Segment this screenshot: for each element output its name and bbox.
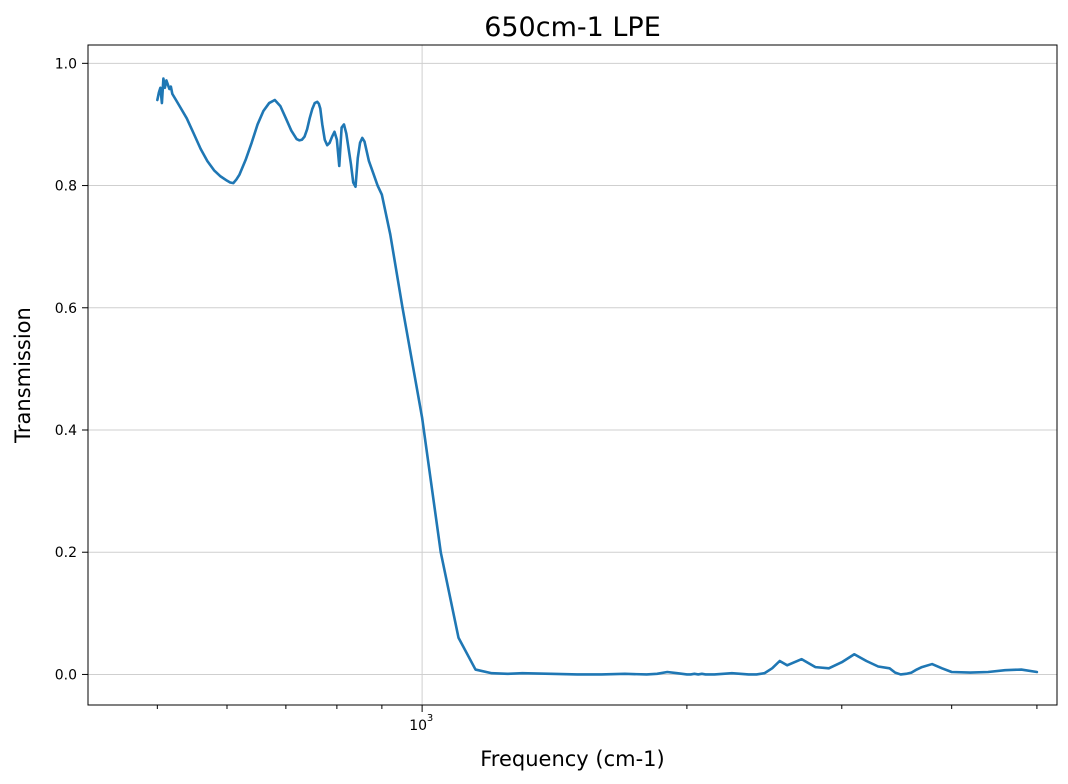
y-tick-label: 0.4 [55, 423, 77, 439]
y-tick-label: 0.6 [55, 301, 77, 317]
y-tick-label: 0.0 [55, 667, 77, 683]
plot-area [88, 45, 1057, 705]
y-tick-label: 1.0 [55, 56, 77, 72]
x-tick-label: 10 [409, 718, 427, 734]
y-tick-label: 0.2 [55, 545, 77, 561]
x-axis-label: Frequency (cm-1) [480, 747, 665, 771]
y-axis-label: Transmission [11, 307, 35, 444]
plot-frame [87, 44, 1058, 706]
transmission-line [156, 77, 1039, 676]
chart-title: 650cm-1 LPE [484, 12, 661, 43]
grid [88, 45, 1057, 705]
series-layer [156, 77, 1039, 676]
y-tick-label: 0.8 [55, 179, 77, 195]
ticks: 0.0 0.2 0.4 0.6 0.8 1.0 10 3 [55, 56, 1038, 734]
x-tick-label-exponent: 3 [427, 713, 433, 724]
